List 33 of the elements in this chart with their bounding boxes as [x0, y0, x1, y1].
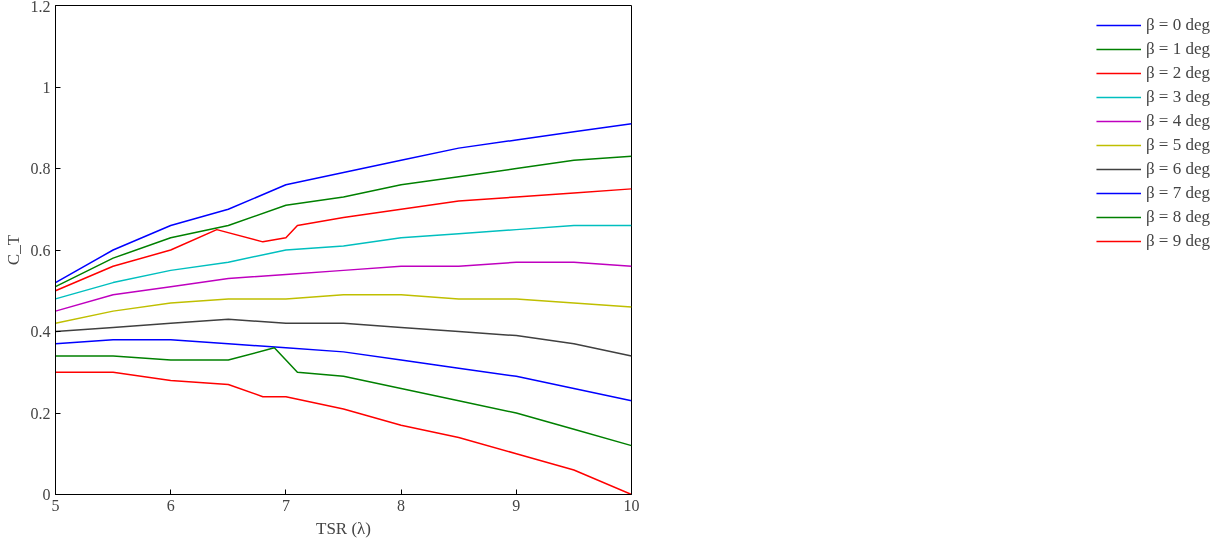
legend-label: β = 7 deg — [1145, 183, 1210, 203]
legend-label: β = 8 deg — [1145, 207, 1210, 227]
x-tick-label: 8 — [397, 496, 406, 514]
legend-label: β = 6 deg — [1145, 159, 1210, 179]
legend-label: β = 4 deg — [1145, 111, 1210, 131]
legend-label: β = 0 deg — [1145, 15, 1210, 35]
x-tick-label: 9 — [512, 496, 521, 514]
y-tick-label: 0.6 — [30, 241, 51, 259]
legend-label: β = 3 deg — [1145, 87, 1210, 107]
legend-label: β = 5 deg — [1145, 135, 1210, 155]
y-tick-label: 0.2 — [30, 404, 51, 422]
line-series — [55, 347, 632, 447]
y-axis-title: C_T — [3, 234, 23, 266]
line-series — [55, 188, 632, 292]
x-tick-label: 6 — [166, 496, 175, 514]
line-series — [55, 122, 632, 284]
y-tick-label: 1.2 — [30, 0, 51, 15]
y-tick-label: 0 — [42, 486, 51, 503]
legend-label: β = 9 deg — [1145, 231, 1210, 251]
legend-label: β = 2 deg — [1145, 63, 1210, 83]
line-series — [55, 261, 632, 312]
y-tick-label: 0.4 — [30, 323, 51, 340]
legend-label: β = 1 deg — [1145, 39, 1210, 59]
line-series — [55, 224, 632, 300]
line-series — [55, 155, 632, 288]
y-tick-label: 1 — [42, 78, 51, 96]
x-axis-title: TSR (λ) — [316, 518, 371, 538]
x-tick-label: 10 — [623, 496, 640, 514]
line-series — [55, 338, 632, 402]
y-tick-label: 0.8 — [30, 160, 51, 177]
x-tick-label: 7 — [281, 496, 290, 514]
line-series — [55, 294, 632, 325]
x-tick-label: 5 — [51, 496, 60, 514]
